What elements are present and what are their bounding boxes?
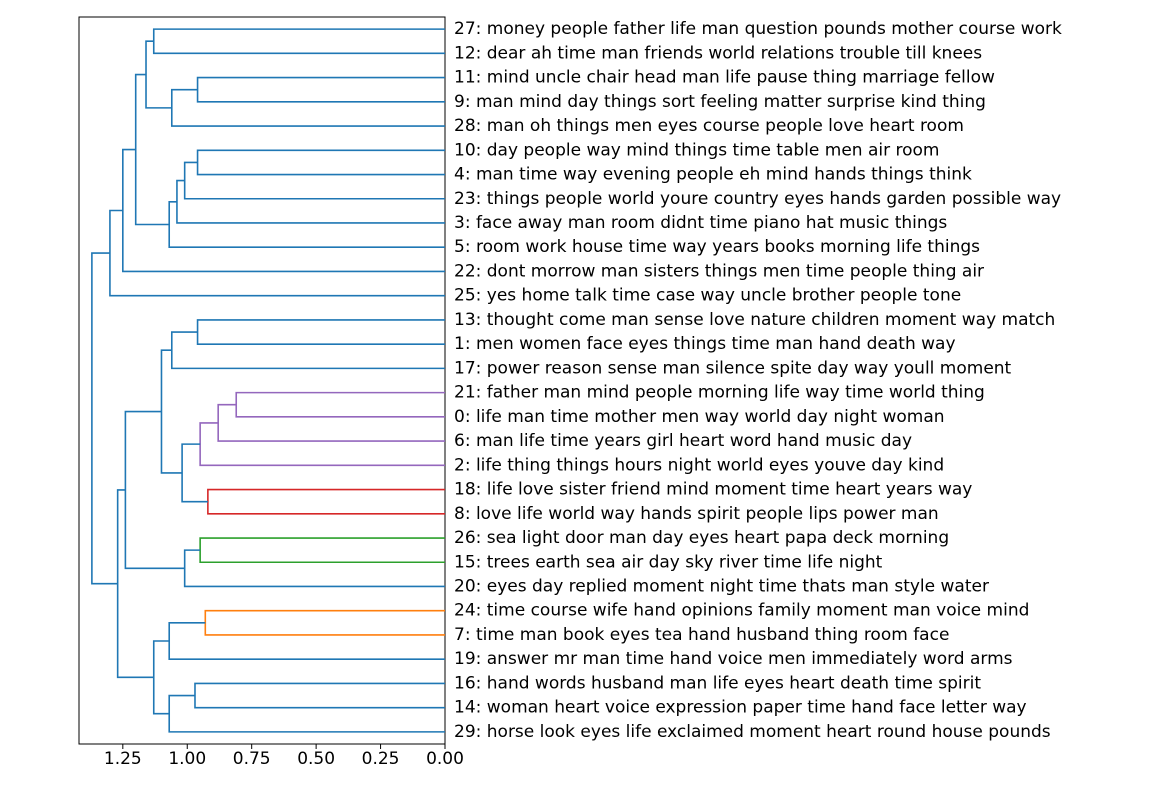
dendrogram-link-12 bbox=[170, 331, 445, 370]
dendrogram-link-23 bbox=[168, 622, 445, 660]
leaf-label-19: 19: answer mr man time hand voice men im… bbox=[454, 649, 1013, 669]
dendrogram-link-5 bbox=[183, 161, 445, 200]
dendrogram-link-14 bbox=[217, 403, 445, 442]
dendrogram-link-27 bbox=[116, 489, 154, 679]
dendrogram-link-2 bbox=[170, 88, 445, 127]
leaf-label-20: 20: eyes day replied moment night time t… bbox=[454, 576, 989, 596]
dendrogram-link-9 bbox=[122, 148, 445, 273]
x-tick-label-5: 0.00 bbox=[426, 749, 464, 769]
x-tick-label-1: 1.00 bbox=[168, 749, 206, 769]
dendrogram-link-3 bbox=[145, 40, 172, 109]
leaf-label-28: 28: man oh things men eyes course people… bbox=[454, 116, 964, 136]
dendrogram-link-18 bbox=[160, 349, 183, 474]
leaf-label-18: 18: life love sister friend mind moment … bbox=[454, 480, 972, 500]
dendrogram-link-7 bbox=[168, 200, 445, 249]
leaf-label-13: 13: thought come man sense love nature c… bbox=[454, 310, 1055, 330]
dendrogram-link-6 bbox=[176, 179, 445, 224]
leaf-label-11: 11: mind uncle chair head man life pause… bbox=[454, 68, 995, 88]
leaf-label-8: 8: love life world way hands spirit peop… bbox=[454, 504, 939, 524]
plot-area bbox=[78, 16, 446, 745]
dendrogram-link-26 bbox=[152, 640, 170, 715]
x-tick-label-0: 1.25 bbox=[104, 749, 142, 769]
leaf-label-6: 6: man life time years girl heart word h… bbox=[454, 431, 912, 451]
leaf-label-25: 25: yes home talk time case way uncle br… bbox=[454, 286, 961, 306]
leaf-label-22: 22: dont morrow man sisters things men t… bbox=[454, 261, 984, 281]
dendrogram-link-13 bbox=[235, 391, 445, 418]
leaf-label-2: 2: life thing things hours night world e… bbox=[454, 455, 944, 475]
leaf-label-26: 26: sea light door man day eyes heart pa… bbox=[454, 528, 949, 548]
leaf-label-24: 24: time course wife hand opinions famil… bbox=[454, 601, 1029, 621]
leaf-label-16: 16: hand words husband man life eyes hea… bbox=[454, 673, 981, 693]
x-axis: 1.25 1.00 0.75 0.50 0.25 0.00 bbox=[104, 744, 464, 769]
leaf-label-7: 7: time man book eyes tea hand husband t… bbox=[454, 625, 949, 645]
leaf-label-1: 1: men women face eyes things time man h… bbox=[454, 334, 956, 354]
links-layer bbox=[91, 28, 445, 733]
leaf-label-29: 29: horse look eyes life exclaimed momen… bbox=[454, 722, 1051, 742]
dendrogram-link-28 bbox=[91, 252, 118, 585]
dendrogram-link-4 bbox=[196, 149, 445, 176]
leaf-label-14: 14: woman heart voice expression paper t… bbox=[454, 698, 1027, 718]
dendrogram-link-1 bbox=[196, 76, 445, 103]
leaf-label-3: 3: face away man room didnt time piano h… bbox=[454, 213, 947, 233]
dendrogram-link-15 bbox=[199, 422, 445, 467]
dendrogram-link-17 bbox=[181, 443, 208, 503]
leaf-label-23: 23: things people world youre country ey… bbox=[454, 189, 1061, 209]
dendrogram-link-10 bbox=[109, 209, 445, 297]
leaf-label-12: 12: dear ah time man friends world relat… bbox=[454, 43, 982, 63]
dendrogram-link-8 bbox=[134, 73, 170, 226]
dendrogram-link-25 bbox=[168, 694, 445, 733]
leaf-label-10: 10: day people way mind things time tabl… bbox=[454, 140, 939, 160]
leaf-label-0: 0: life man time mother men way world da… bbox=[454, 407, 945, 427]
dendrogram-link-21 bbox=[124, 410, 185, 570]
leaf-label-27: 27: money people father life man questio… bbox=[454, 19, 1062, 39]
dendrogram-link-19 bbox=[199, 537, 445, 564]
x-tick-label-3: 0.50 bbox=[297, 749, 335, 769]
x-tick-label-4: 0.25 bbox=[362, 749, 400, 769]
dendrogram-link-24 bbox=[194, 682, 445, 709]
leaf-labels: 27: money people father life man questio… bbox=[454, 19, 1062, 742]
leaf-label-17: 17: power reason sense man silence spite… bbox=[454, 358, 1012, 378]
dendrogram-link-0 bbox=[152, 28, 445, 55]
leaf-label-5: 5: room work house time way years books … bbox=[454, 237, 980, 257]
dendrogram-link-22 bbox=[204, 609, 445, 636]
leaf-label-15: 15: trees earth sea air day sky river ti… bbox=[454, 552, 883, 572]
dendrogram-link-11 bbox=[196, 319, 445, 345]
x-tick-label-2: 0.75 bbox=[233, 749, 271, 769]
dendrogram-link-16 bbox=[207, 488, 445, 515]
leaf-label-4: 4: man time way evening people eh mind h… bbox=[454, 165, 972, 185]
dendrogram-link-20 bbox=[183, 549, 445, 588]
leaf-label-9: 9: man mind day things sort feeling matt… bbox=[454, 92, 986, 112]
leaf-label-21: 21: father man mind people morning life … bbox=[454, 383, 985, 403]
